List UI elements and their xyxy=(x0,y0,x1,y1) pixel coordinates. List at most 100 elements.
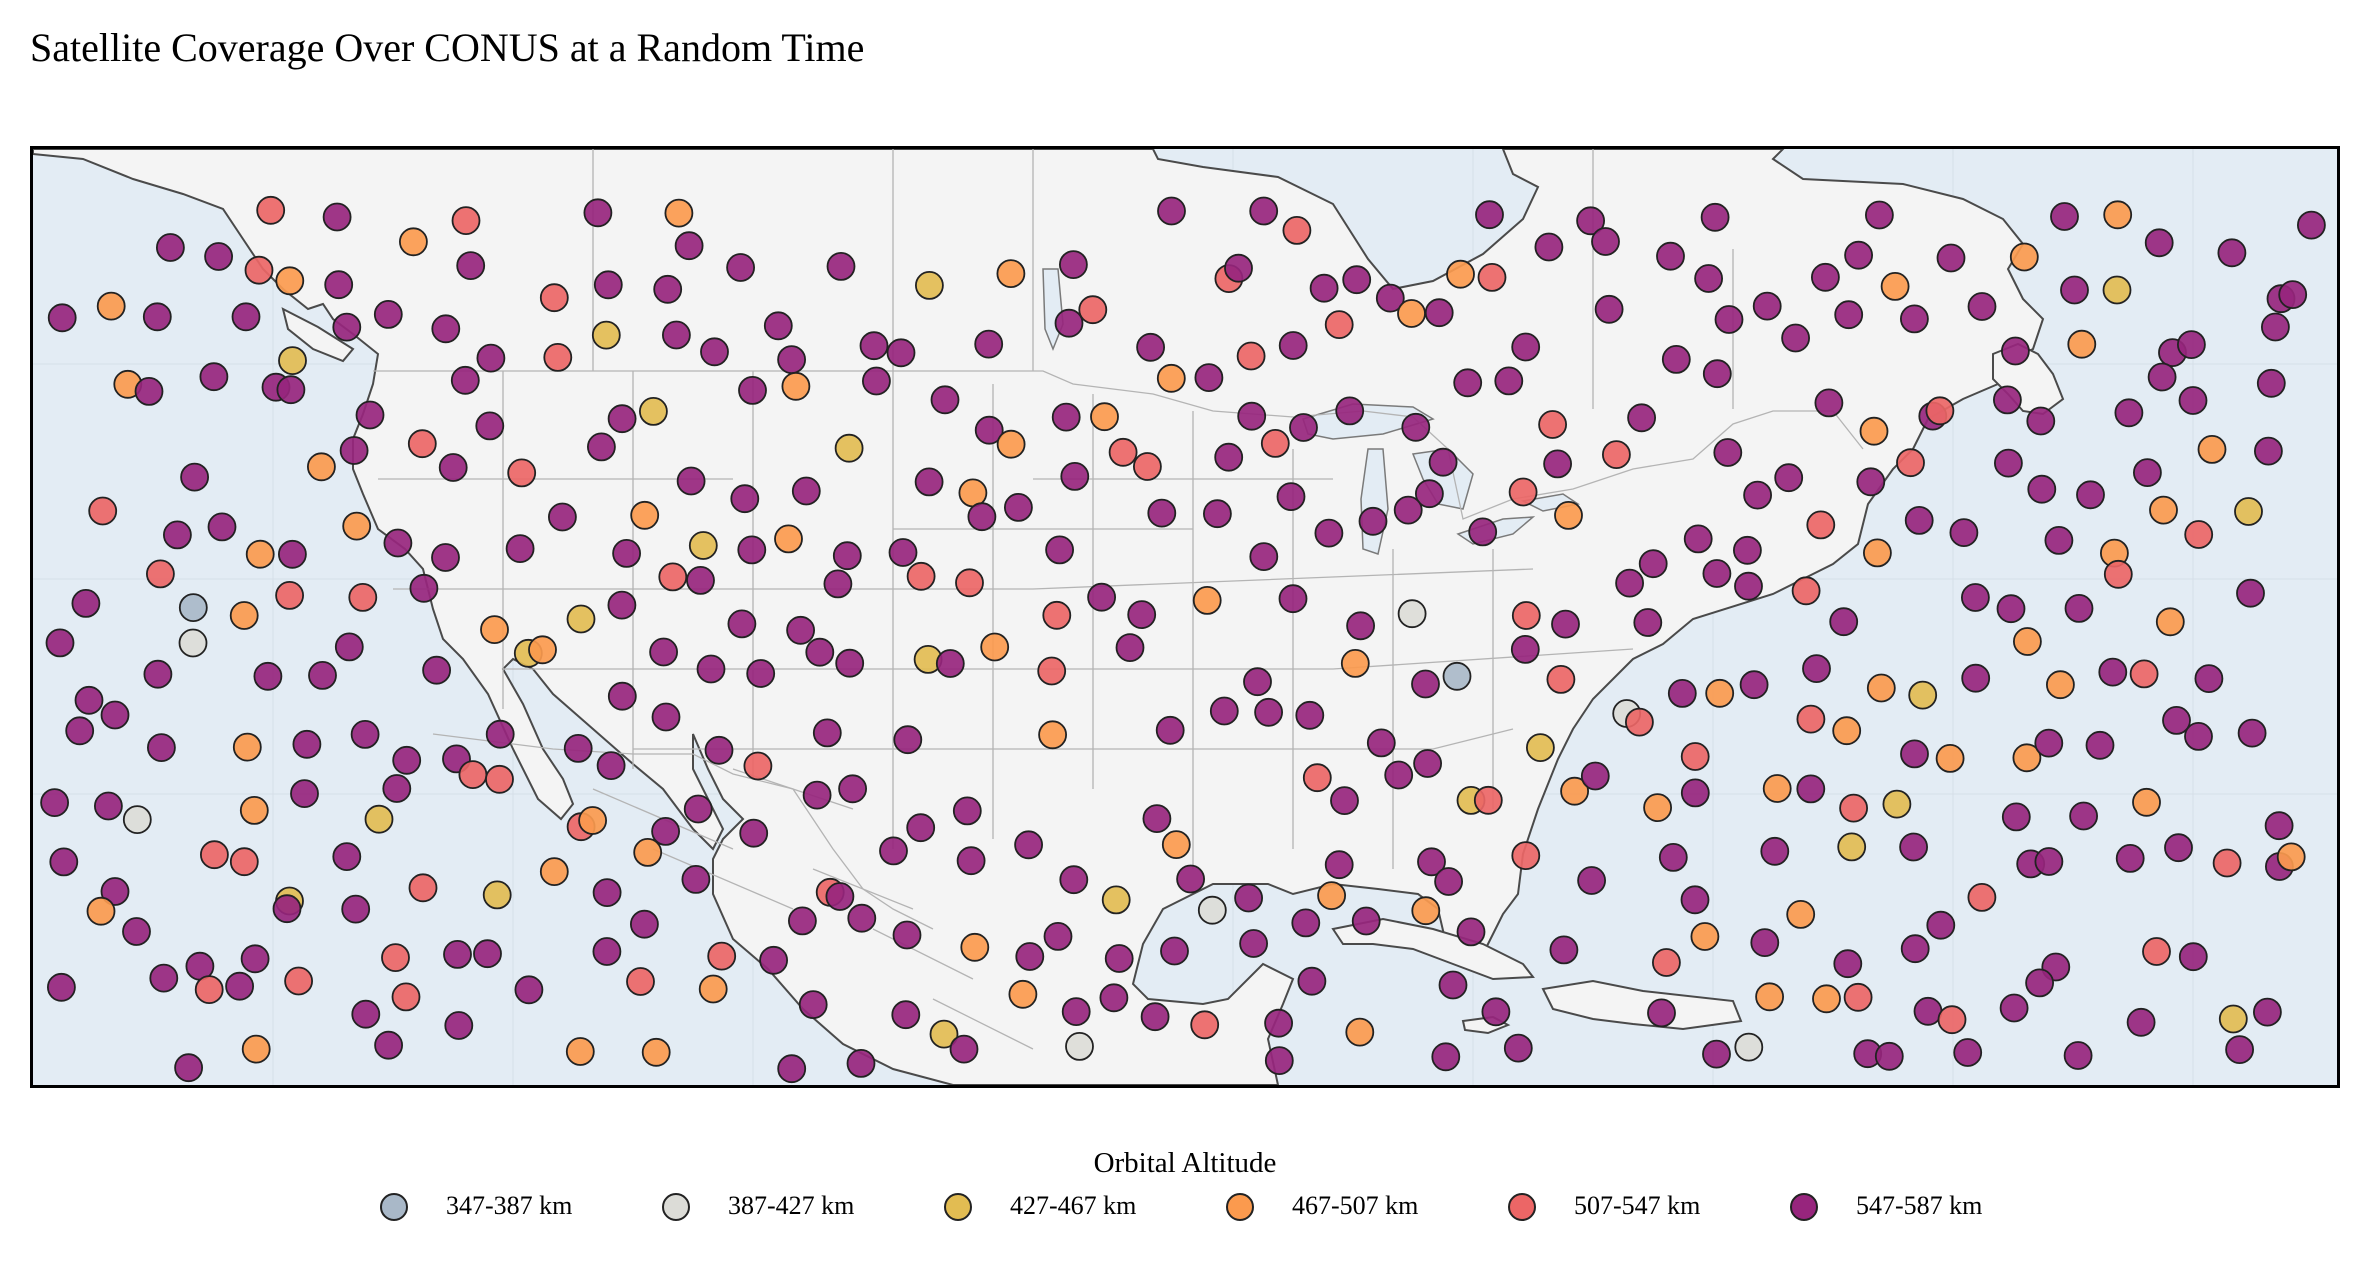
map-canvas[interactable] xyxy=(33,149,2337,1085)
satellite-marker xyxy=(2178,942,2208,972)
satellite-marker xyxy=(277,539,307,569)
satellite-marker xyxy=(1880,271,1910,301)
satellite-marker xyxy=(1949,518,1979,548)
satellite-marker xyxy=(1733,535,1762,565)
satellite-marker xyxy=(1237,401,1267,431)
satellite-marker xyxy=(1038,720,1067,750)
satellite-marker xyxy=(256,195,286,225)
satellite-marker xyxy=(1428,447,1458,477)
satellite-marker xyxy=(2034,728,2064,758)
satellite-marker xyxy=(122,917,151,946)
satellite-marker xyxy=(204,242,234,271)
satellite-marker xyxy=(1926,910,1956,940)
satellite-marker xyxy=(1366,728,1396,758)
satellite-marker xyxy=(1762,774,1792,803)
satellite-marker xyxy=(239,796,269,825)
satellite-marker xyxy=(482,880,512,910)
satellite-marker xyxy=(422,655,452,685)
satellite-marker xyxy=(746,659,776,688)
satellite-marker xyxy=(1843,982,1873,1012)
satellite-marker xyxy=(1713,438,1743,467)
satellite-marker xyxy=(355,400,385,430)
satellite-marker xyxy=(2236,578,2265,608)
satellite-marker xyxy=(1839,793,1868,823)
satellite-marker xyxy=(543,342,573,372)
satellite-marker xyxy=(1760,836,1790,866)
satellite-marker xyxy=(146,559,175,589)
satellite-marker xyxy=(1043,922,1073,951)
satellite-marker xyxy=(1796,774,1826,804)
satellite-marker xyxy=(398,227,428,257)
map-panel[interactable] xyxy=(30,146,2340,1088)
satellite-marker xyxy=(1549,935,1579,965)
satellite-marker xyxy=(1546,665,1576,694)
satellite-marker xyxy=(1330,786,1359,815)
satellite-marker xyxy=(1424,298,1454,328)
satellite-marker xyxy=(879,836,908,866)
satellite-marker xyxy=(1832,716,1862,746)
satellite-marker xyxy=(1236,341,1266,371)
satellite-marker xyxy=(2252,997,2282,1027)
satellite-marker xyxy=(1560,776,1589,806)
satellite-marker xyxy=(607,404,637,434)
satellite-marker xyxy=(364,804,394,834)
satellite-marker xyxy=(1059,250,1088,279)
satellite-marker xyxy=(1750,928,1780,957)
satellite-marker xyxy=(891,1000,921,1030)
satellite-marker xyxy=(1503,1033,1533,1063)
satellite-marker xyxy=(1295,700,1325,730)
satellite-marker xyxy=(1908,680,1938,710)
satellite-marker xyxy=(2147,362,2177,392)
satellite-marker xyxy=(1099,983,1129,1013)
satellite-marker xyxy=(1351,906,1381,936)
satellite-marker xyxy=(1690,922,1720,951)
satellite-marker xyxy=(2026,406,2056,436)
satellite-marker xyxy=(2102,275,2132,305)
satellite-marker xyxy=(639,396,668,426)
satellite-marker xyxy=(1658,843,1688,872)
satellite-marker xyxy=(1090,402,1119,432)
satellite-marker xyxy=(1358,506,1388,536)
satellite-marker xyxy=(1061,997,1091,1026)
satellite-marker xyxy=(1935,744,1965,773)
satellite-marker xyxy=(1282,216,1312,245)
satellite-marker xyxy=(1214,442,1244,472)
satellite-marker xyxy=(178,593,208,623)
satellite-marker xyxy=(996,259,1026,288)
satellite-marker xyxy=(2142,937,2171,966)
satellite-marker xyxy=(1434,867,1463,896)
satellite-marker xyxy=(1526,733,1555,762)
legend-label-467-507: 467-507 km xyxy=(1292,1191,1419,1220)
satellite-marker xyxy=(431,543,460,572)
satellite-marker xyxy=(1008,979,1038,1009)
satellite-marker xyxy=(1680,742,1710,771)
satellite-marker xyxy=(2001,336,2030,366)
satellite-marker xyxy=(1468,517,1498,547)
satellite-marker xyxy=(2132,787,2161,817)
satellite-marker xyxy=(96,291,126,321)
satellite-marker xyxy=(1656,241,1685,271)
satellite-marker xyxy=(40,788,70,817)
satellite-marker xyxy=(2027,474,2057,504)
satellite-marker xyxy=(2103,200,2133,230)
satellite-marker xyxy=(1309,273,1339,303)
satellite-marker xyxy=(2098,657,2128,687)
satellite-marker xyxy=(1702,559,1732,588)
satellite-marker xyxy=(1375,283,1405,313)
satellite-marker xyxy=(967,502,997,532)
satellite-marker xyxy=(1249,196,1279,226)
satellite-marker xyxy=(1743,480,1772,510)
satellite-marker xyxy=(199,840,229,870)
satellite-marker xyxy=(342,511,372,541)
satellite-marker xyxy=(374,1030,404,1060)
satellite-marker xyxy=(1594,294,1624,324)
us-mexico-border xyxy=(432,733,934,930)
satellite-marker xyxy=(450,365,480,395)
satellite-marker xyxy=(626,967,655,996)
satellite-marker xyxy=(1140,1002,1170,1032)
satellite-marker xyxy=(592,937,622,966)
satellite-marker xyxy=(2129,659,2159,689)
satellite-marker xyxy=(952,796,982,826)
legend-marker-347-387 xyxy=(380,1193,408,1221)
satellite-marker xyxy=(174,1053,204,1083)
